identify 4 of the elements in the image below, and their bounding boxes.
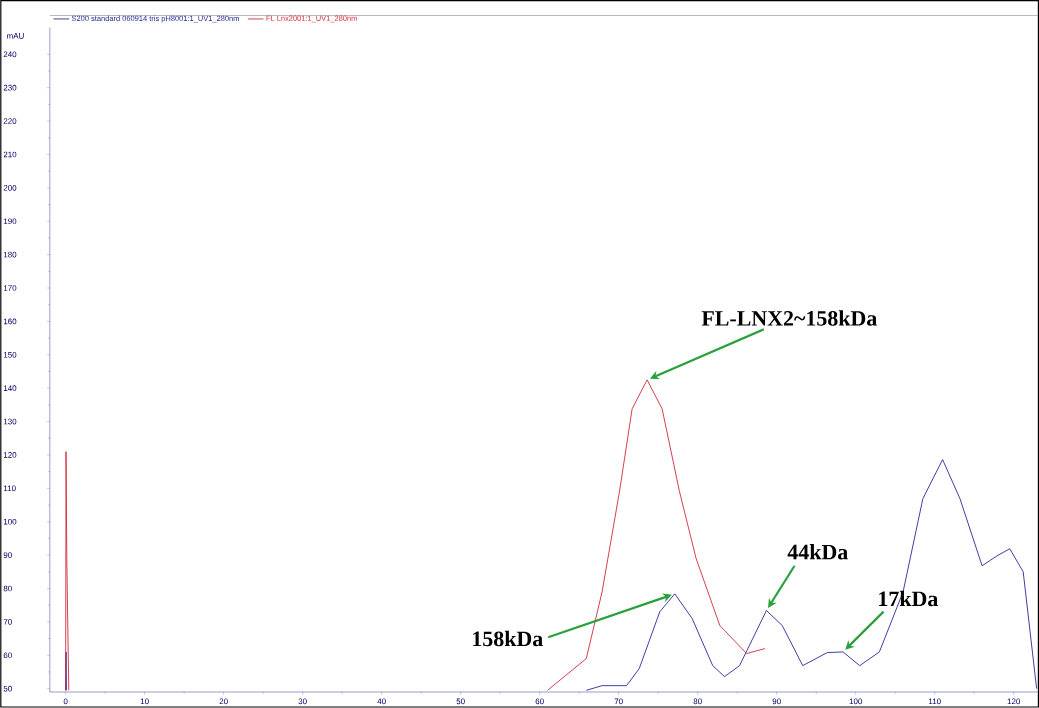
annotation: FL-LNX2~158kDa <box>701 310 877 326</box>
annotation: 17kDa <box>879 591 938 607</box>
annotation: 44kDa <box>787 544 848 560</box>
annotation: 158kDa <box>473 631 543 647</box>
